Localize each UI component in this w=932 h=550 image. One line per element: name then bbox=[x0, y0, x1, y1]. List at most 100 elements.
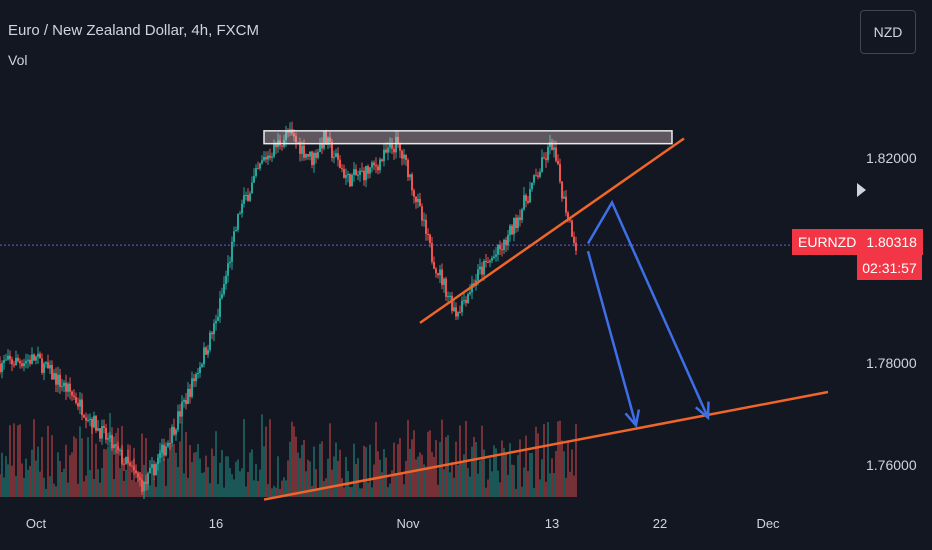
volume-bar bbox=[229, 467, 231, 497]
resistance-zone[interactable] bbox=[263, 130, 673, 145]
candle-body bbox=[457, 312, 459, 317]
candle-body bbox=[19, 361, 21, 364]
candle-body bbox=[119, 449, 121, 451]
candle-body bbox=[477, 269, 479, 281]
volume-bar bbox=[265, 426, 267, 497]
candle-body bbox=[299, 142, 301, 154]
volume-bar bbox=[145, 438, 147, 497]
candle-body bbox=[39, 353, 41, 359]
last-price-tag: EURNZD 1.80318 bbox=[792, 229, 923, 255]
volume-bar bbox=[255, 463, 257, 497]
candle-body bbox=[257, 168, 259, 170]
candle-body bbox=[323, 131, 325, 149]
volume-bar bbox=[193, 452, 195, 497]
volume-bar bbox=[103, 448, 105, 497]
volume-bar bbox=[491, 471, 493, 497]
volume-bar bbox=[501, 440, 503, 497]
volume-bar bbox=[487, 479, 489, 497]
volume-bar bbox=[401, 473, 403, 497]
candle-body bbox=[311, 151, 313, 165]
projection-arrow[interactable] bbox=[586, 199, 710, 419]
volume-bar bbox=[439, 442, 441, 497]
candle-body bbox=[113, 444, 115, 449]
candle-body bbox=[109, 435, 111, 438]
candle-body bbox=[553, 147, 555, 150]
volume-bar bbox=[83, 481, 85, 497]
volume-bar bbox=[11, 465, 13, 497]
volume-bar bbox=[547, 421, 549, 497]
volume-bar bbox=[447, 435, 449, 497]
volume-bar bbox=[429, 430, 431, 497]
volume-bar bbox=[535, 426, 537, 497]
candle-body bbox=[363, 170, 365, 181]
candle-body bbox=[57, 374, 59, 385]
candle-body bbox=[247, 194, 249, 201]
volume-bar bbox=[463, 454, 465, 497]
volume-bar bbox=[519, 439, 521, 497]
projection-arrow[interactable] bbox=[586, 250, 638, 426]
candle-body bbox=[221, 294, 223, 299]
candle-body bbox=[445, 278, 447, 297]
candle-body bbox=[443, 278, 445, 285]
candle-body bbox=[179, 411, 181, 417]
candle-body bbox=[255, 168, 257, 176]
volume-bar bbox=[571, 449, 573, 497]
candle-body bbox=[9, 355, 11, 360]
candle-body bbox=[523, 195, 525, 210]
volume-bar bbox=[217, 484, 219, 497]
scroll-right-icon[interactable] bbox=[857, 183, 866, 197]
volume-bar bbox=[529, 453, 531, 497]
candle-body bbox=[575, 242, 577, 251]
volume-bar bbox=[249, 452, 251, 497]
volume-bar bbox=[203, 472, 205, 497]
volume-bar bbox=[107, 446, 109, 497]
candle-body bbox=[15, 357, 17, 366]
candle-body bbox=[213, 323, 215, 335]
volume-bar bbox=[175, 452, 177, 497]
candle-body bbox=[235, 229, 237, 232]
volume-bar bbox=[573, 475, 575, 497]
volume-bar bbox=[179, 441, 181, 497]
candle-body bbox=[25, 360, 27, 364]
volume-bar bbox=[377, 451, 379, 497]
candle-body bbox=[217, 316, 219, 321]
candle-body bbox=[407, 159, 409, 178]
candle-body bbox=[243, 195, 245, 204]
volume-bar bbox=[499, 482, 501, 497]
volume-indicator-label[interactable]: Vol bbox=[8, 52, 28, 68]
candle-body bbox=[389, 144, 391, 148]
candle-body bbox=[331, 141, 333, 158]
volume-bar bbox=[211, 448, 213, 497]
candle-body bbox=[317, 151, 319, 158]
candle-body bbox=[339, 159, 341, 169]
candle-body bbox=[511, 225, 513, 235]
volume-bar bbox=[337, 460, 339, 497]
candle-body bbox=[1, 363, 3, 373]
volume-bar bbox=[101, 468, 103, 497]
candle-body bbox=[115, 444, 117, 447]
volume-bar bbox=[445, 437, 447, 497]
volume-bar bbox=[541, 459, 543, 497]
candle-body bbox=[497, 244, 499, 255]
volume-bar bbox=[483, 449, 485, 497]
volume-bar bbox=[225, 456, 227, 497]
currency-button[interactable]: NZD bbox=[860, 10, 916, 54]
candle-body bbox=[399, 143, 401, 151]
candle-body bbox=[469, 292, 471, 295]
volume-bar bbox=[47, 425, 49, 497]
candle-body bbox=[549, 142, 551, 147]
trendline[interactable] bbox=[263, 390, 829, 501]
trendline[interactable] bbox=[419, 137, 685, 324]
candle-body bbox=[557, 160, 559, 164]
candle-body bbox=[371, 162, 373, 168]
volume-bar bbox=[565, 477, 567, 497]
volume-bar bbox=[207, 467, 209, 497]
candle-body bbox=[275, 143, 277, 148]
candle-body bbox=[347, 174, 349, 176]
volume-bar bbox=[533, 488, 535, 497]
volume-bar bbox=[575, 424, 577, 497]
volume-bar bbox=[271, 488, 273, 497]
candle-body bbox=[415, 196, 417, 203]
volume-bar bbox=[531, 452, 533, 497]
